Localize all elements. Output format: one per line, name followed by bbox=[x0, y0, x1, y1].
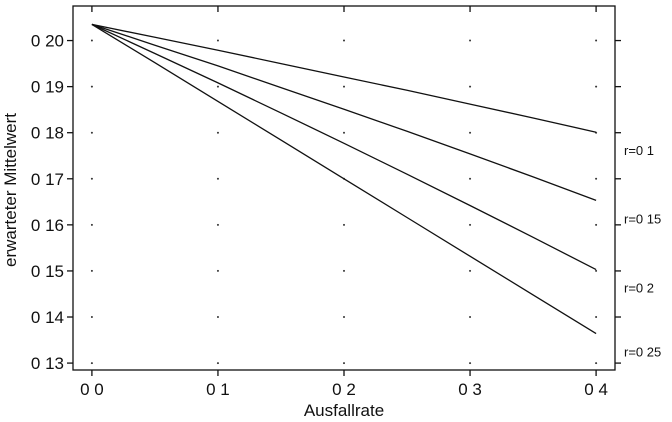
x-tick-label: 0 0 bbox=[80, 380, 104, 399]
grid-dot bbox=[469, 223, 472, 226]
grid-dot bbox=[216, 362, 219, 365]
x-tick-label: 0 3 bbox=[458, 380, 482, 399]
series-label: r=0 25 bbox=[624, 345, 661, 360]
y-tick-label: 0 18 bbox=[31, 124, 64, 143]
x-tick-label: 0 1 bbox=[206, 380, 230, 399]
grid-dot bbox=[595, 269, 598, 272]
plot-frame bbox=[72, 5, 616, 371]
y-tick-label: 0 17 bbox=[31, 170, 64, 189]
grid-dot bbox=[90, 362, 93, 365]
y-axis-label: erwarteter Mittelwert bbox=[1, 113, 20, 267]
grid-dot bbox=[216, 269, 219, 272]
x-axis-label: Ausfallrate bbox=[304, 401, 384, 420]
grid-dot bbox=[216, 131, 219, 134]
grid-dot bbox=[343, 316, 345, 319]
grid-dot bbox=[90, 269, 93, 272]
grid-dot bbox=[90, 39, 93, 42]
y-tick-label: 0 19 bbox=[31, 78, 64, 97]
grid-dot bbox=[469, 39, 472, 42]
series-label: r=0 2 bbox=[624, 281, 654, 296]
grid-dot bbox=[469, 362, 472, 365]
y-axis: 0 13 0 14 0 15 0 16 0 17 0 18 0 19 0 20 bbox=[31, 32, 621, 373]
grid-dot bbox=[90, 85, 93, 88]
grid-dot bbox=[595, 85, 598, 88]
grid-dot bbox=[469, 316, 472, 319]
grid-dot bbox=[343, 269, 345, 272]
series-line bbox=[91, 23, 597, 335]
y-tick-label: 0 15 bbox=[31, 262, 64, 281]
series-labels: r=0 1 r=0 15 r=0 2 r=0 25 bbox=[624, 143, 661, 359]
x-tick-label: 0 4 bbox=[584, 380, 608, 399]
grid-dot bbox=[469, 85, 472, 88]
grid-dot bbox=[343, 85, 345, 88]
grid-dot bbox=[595, 223, 598, 226]
grid bbox=[90, 39, 598, 365]
grid-dot bbox=[469, 269, 472, 272]
grid-dot bbox=[90, 177, 93, 180]
grid-dot bbox=[469, 131, 472, 134]
grid-dot bbox=[90, 131, 93, 134]
series-line bbox=[91, 23, 597, 271]
grid-dot bbox=[343, 39, 345, 42]
series-label: r=0 15 bbox=[624, 211, 661, 226]
series-label: r=0 1 bbox=[624, 143, 654, 158]
grid-dot bbox=[90, 316, 93, 319]
grid-dot bbox=[343, 362, 345, 365]
grid-dot bbox=[216, 223, 219, 226]
series-lines bbox=[91, 23, 597, 335]
grid-dot bbox=[343, 131, 345, 134]
y-tick-label: 0 16 bbox=[31, 216, 64, 235]
y-tick-label: 0 14 bbox=[31, 308, 64, 327]
grid-dot bbox=[595, 39, 598, 42]
series-line bbox=[91, 23, 597, 133]
series-line bbox=[91, 23, 597, 202]
grid-dot bbox=[216, 85, 219, 88]
grid-dot bbox=[90, 223, 93, 226]
grid-dot bbox=[595, 362, 598, 365]
y-tick-label: 0 13 bbox=[31, 354, 64, 373]
grid-dot bbox=[595, 316, 598, 319]
grid-dot bbox=[343, 223, 345, 226]
y-tick-label: 0 20 bbox=[31, 32, 64, 51]
grid-dot bbox=[595, 177, 598, 180]
grid-dot bbox=[216, 39, 219, 42]
x-axis: 0 0 0 1 0 2 0 3 0 4 bbox=[80, 6, 608, 399]
grid-dot bbox=[216, 316, 219, 319]
x-tick-label: 0 2 bbox=[332, 380, 356, 399]
grid-dot bbox=[469, 177, 472, 180]
grid-dot bbox=[216, 177, 219, 180]
